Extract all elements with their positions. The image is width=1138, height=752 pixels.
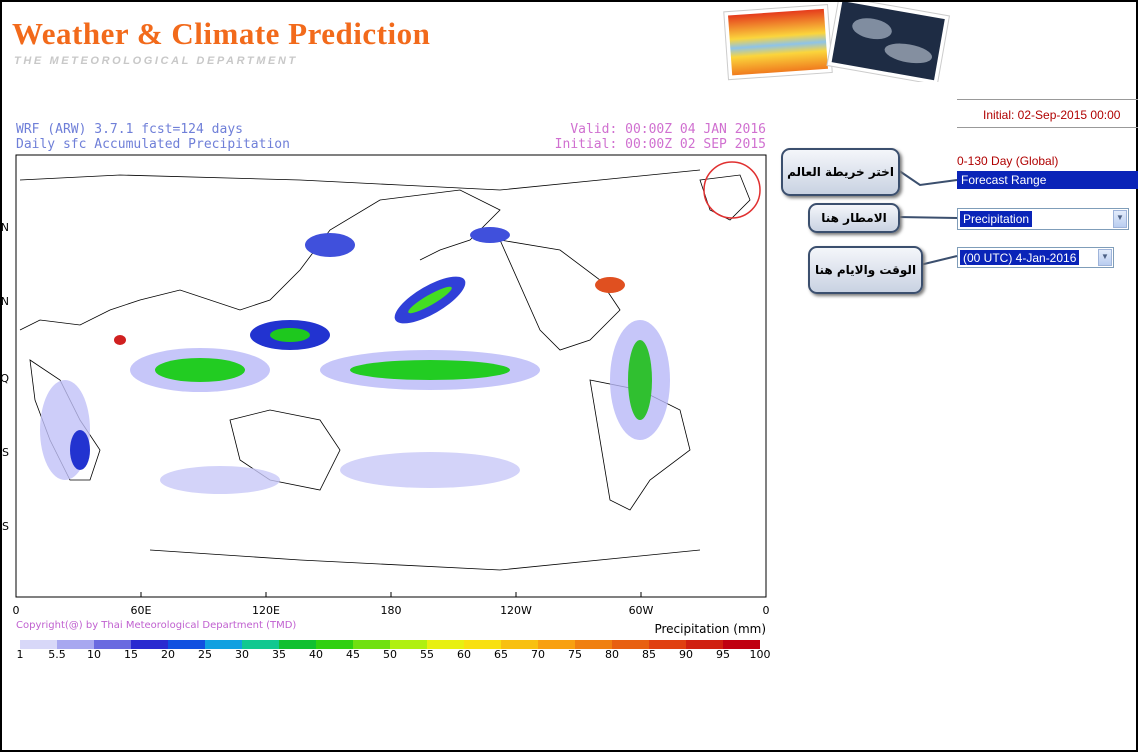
callout: اختر خريطة العالم bbox=[781, 148, 900, 196]
colorbar-label: 1 bbox=[17, 648, 24, 661]
site-title: Weather & Climate Prediction bbox=[12, 16, 431, 51]
lat-label: N bbox=[1, 221, 9, 234]
legend-title: Precipitation (mm) bbox=[654, 622, 766, 636]
coastlines bbox=[19, 169, 751, 571]
site-subtitle: THE METEOROLOGICAL DEPARTMENT bbox=[14, 55, 298, 67]
colorbar-label: 5.5 bbox=[48, 648, 66, 661]
selected-option: (00 UTC) 4-Jan-2016 bbox=[960, 250, 1080, 265]
product: Daily sfc Accumulated Precipitation bbox=[16, 137, 290, 152]
colorbar-label: 20 bbox=[161, 648, 175, 661]
colorbar-label: 75 bbox=[568, 648, 582, 661]
colorbar-swatch bbox=[501, 640, 538, 649]
colorbar-swatch bbox=[279, 640, 316, 649]
colorbar-swatch bbox=[649, 640, 686, 649]
lon-label: 60E bbox=[131, 604, 152, 617]
colorbar-label: 10 bbox=[87, 648, 101, 661]
colorbar-swatch bbox=[686, 640, 723, 649]
lat-labels: N N Q S S bbox=[0, 221, 9, 533]
colorbar-label: 35 bbox=[272, 648, 286, 661]
colorbar-swatch bbox=[427, 640, 464, 649]
colorbar-swatch bbox=[131, 640, 168, 649]
precip-areas bbox=[40, 227, 670, 494]
lat-label: Q bbox=[0, 372, 9, 385]
colorbar-swatch bbox=[242, 640, 279, 649]
panel-initial: Initial: 02-Sep-2015 00:00 bbox=[983, 108, 1121, 122]
colorbar-label: 45 bbox=[346, 648, 360, 661]
copyright: Copyright(@) by Thai Meteorological Depa… bbox=[16, 620, 297, 631]
model-line: WRF (ARW) 3.7.1 fcst=124 days bbox=[16, 122, 243, 137]
colorbar-swatch bbox=[612, 640, 649, 649]
lon-label: 60W bbox=[629, 604, 654, 617]
callout-connectors bbox=[897, 169, 958, 266]
map: 0 60E 120E 180 120W 60W 0 N N Q S S bbox=[0, 154, 770, 617]
colorbar-label: 50 bbox=[383, 648, 397, 661]
valid-time: Valid: 00:00Z 04 JAN 2016 bbox=[570, 122, 766, 137]
range-select[interactable]: Forecast Range bbox=[957, 171, 1138, 189]
lat-label: S bbox=[2, 520, 9, 533]
header-images bbox=[723, 2, 950, 82]
variable-select[interactable]: Precipitation ▼ bbox=[957, 208, 1129, 230]
lon-label: 180 bbox=[381, 604, 402, 617]
colorbar-label: 90 bbox=[679, 648, 693, 661]
colorbar-swatch bbox=[94, 640, 131, 649]
colorbar-swatch bbox=[723, 640, 760, 649]
lon-label: 0 bbox=[13, 604, 20, 617]
colorbar-label: 80 bbox=[605, 648, 619, 661]
colorbar-label: 85 bbox=[642, 648, 656, 661]
colorbar-swatch bbox=[575, 640, 612, 649]
lon-label: 0 bbox=[763, 604, 770, 617]
colorbar-swatch bbox=[205, 640, 242, 649]
lon-label: 120W bbox=[500, 604, 532, 617]
colorbar-label: 15 bbox=[124, 648, 138, 661]
lon-labels: 0 60E 120E 180 120W 60W 0 bbox=[13, 592, 770, 617]
colorbar: 1 5.5 10 15 20 25 30 35 40 45 50 55 60 65 70 75 80 85 90 95… bbox=[17, 640, 771, 661]
callout: الوقت والايام هنا bbox=[808, 246, 923, 294]
panel-rule bbox=[957, 127, 1138, 128]
callout: الامطار هنا bbox=[808, 203, 900, 233]
dropdown-arrow[interactable]: ▼ bbox=[1113, 210, 1127, 228]
selected-option: Precipitation bbox=[960, 211, 1033, 227]
colorbar-swatch bbox=[57, 640, 94, 649]
colorbar-label: 30 bbox=[235, 648, 249, 661]
colorbar-label: 55 bbox=[420, 648, 434, 661]
lon-label: 120E bbox=[252, 604, 280, 617]
colorbar-swatch bbox=[20, 640, 57, 649]
panel-rule bbox=[957, 99, 1138, 100]
colorbar-label: 25 bbox=[198, 648, 212, 661]
colorbar-label: 40 bbox=[309, 648, 323, 661]
colorbar-label: 100 bbox=[750, 648, 771, 661]
dropdown-arrow[interactable]: ▼ bbox=[1098, 249, 1112, 266]
highlight-circle bbox=[703, 161, 761, 219]
initial-time: Initial: 00:00Z 02 SEP 2015 bbox=[554, 137, 766, 152]
colorbar-label: 60 bbox=[457, 648, 471, 661]
colorbar-label: 95 bbox=[716, 648, 730, 661]
lat-label: N bbox=[1, 295, 9, 308]
colorbar-swatch bbox=[316, 640, 353, 649]
colorbar-swatch bbox=[464, 640, 501, 649]
colorbar-label: 65 bbox=[494, 648, 508, 661]
colorbar-label: 70 bbox=[531, 648, 545, 661]
colorbar-swatch bbox=[538, 640, 575, 649]
lat-label: S bbox=[2, 446, 9, 459]
time-select[interactable]: (00 UTC) 4-Jan-2016 ▼ bbox=[957, 247, 1114, 268]
colorbar-swatch bbox=[353, 640, 390, 649]
colorbar-swatch bbox=[168, 640, 205, 649]
colorbar-swatch bbox=[390, 640, 427, 649]
range-label: 0-130 Day (Global) bbox=[957, 154, 1059, 168]
